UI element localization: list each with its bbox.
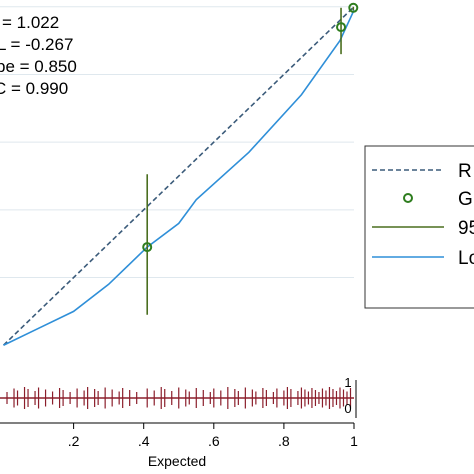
stat-line-1: L = -0.267 <box>0 35 73 54</box>
legend: RG 95 Lo <box>364 145 474 309</box>
group-point-2 <box>348 2 359 13</box>
rug-label-0: 0 <box>344 401 351 416</box>
x-tick-label-1: .4 <box>138 433 150 449</box>
x-tick-label-4: 1 <box>350 433 358 449</box>
x-axis-label: Expected <box>148 453 206 469</box>
stat-line-3: C = 0.990 <box>0 79 68 98</box>
rug-label-1: 1 <box>344 375 351 390</box>
x-axis: .2 .4 .6 .8 1 Expected <box>0 422 358 469</box>
lowess-line <box>3 9 355 346</box>
group-point-0 <box>142 242 153 253</box>
stat-line-0: = 1.022 <box>2 13 59 32</box>
group-point-1 <box>336 22 347 33</box>
plot-series <box>2 2 359 346</box>
legend-label-0: R <box>458 161 472 182</box>
reference-line <box>2 6 355 346</box>
grid-lines <box>0 6 354 279</box>
legend-swatch-points <box>403 193 413 203</box>
stats-annotation: = 1.022 L = -0.267 pe = 0.850 C = 0.990 <box>0 13 77 98</box>
rug-plot: 10 <box>0 375 357 418</box>
stat-line-2: pe = 0.850 <box>0 57 77 76</box>
legend-label-3: Lo <box>458 248 474 269</box>
legend-label-2: 95 <box>458 218 474 239</box>
x-tick-label-2: .6 <box>208 433 220 449</box>
legend-label-1: G <box>458 189 473 210</box>
x-tick-label-3: .8 <box>278 433 290 449</box>
x-tick-label-0: .2 <box>68 433 80 449</box>
